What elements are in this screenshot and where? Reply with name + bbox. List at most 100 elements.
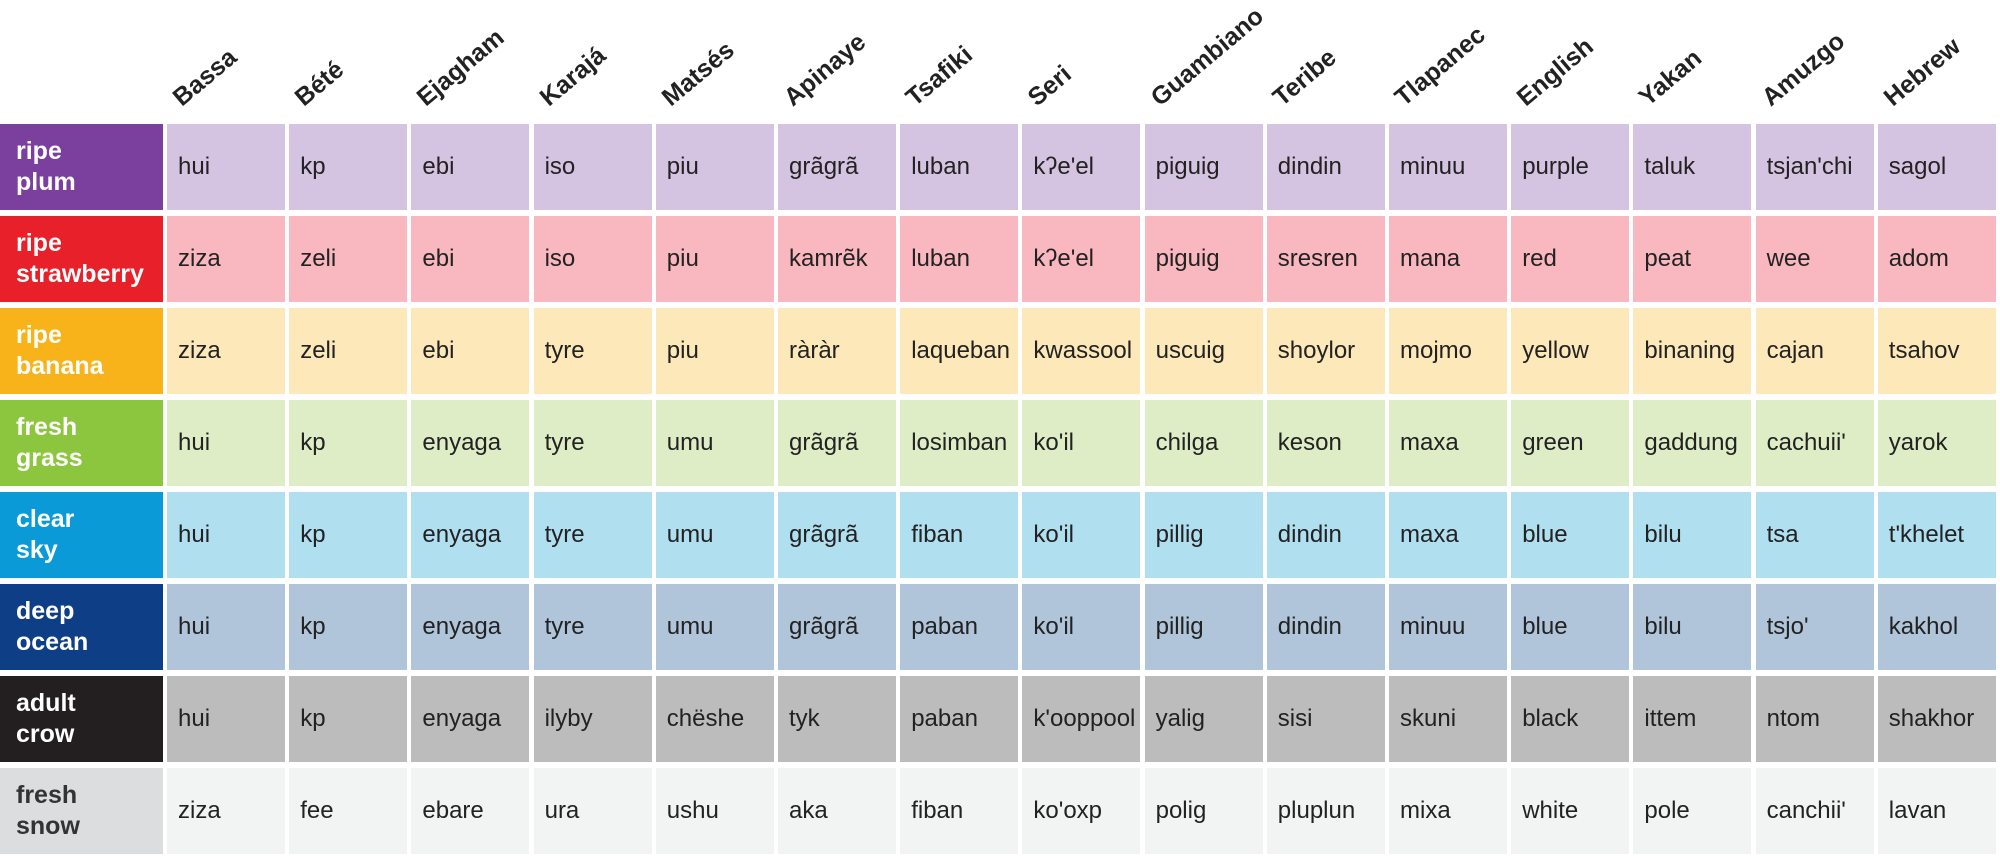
word-cell: chilga: [1144, 400, 1263, 486]
word-cell: minuu: [1389, 584, 1507, 670]
word-cell: laqueban: [900, 308, 1019, 394]
column-header: Matsés: [656, 35, 740, 112]
word-cell: hui: [167, 584, 285, 670]
word-cell: ko'il: [1022, 492, 1141, 578]
row-label: deep ocean: [0, 584, 163, 670]
word-cell: skuni: [1389, 676, 1507, 762]
word-cell: pluplun: [1266, 768, 1385, 854]
word-cell: umu: [655, 492, 774, 578]
word-cell: blue: [1511, 584, 1630, 670]
word-cell: luban: [900, 216, 1019, 302]
word-cell: taluk: [1633, 124, 1752, 210]
word-cell: fiban: [900, 492, 1019, 578]
word-cell: black: [1511, 676, 1630, 762]
word-cell: aka: [778, 768, 896, 854]
word-cell: ebare: [411, 768, 530, 854]
word-cell: lavan: [1877, 768, 1996, 854]
word-cell: adom: [1877, 216, 1996, 302]
row-label: clear sky: [0, 492, 163, 578]
word-cell: tyk: [778, 676, 896, 762]
word-cell: piu: [655, 308, 774, 394]
word-cell: shakhor: [1877, 676, 1996, 762]
word-cell: kakhol: [1877, 584, 1996, 670]
word-cell: zeli: [289, 216, 408, 302]
word-cell: piu: [655, 124, 774, 210]
word-cell: piguig: [1144, 124, 1263, 210]
word-cell: wee: [1755, 216, 1874, 302]
word-cell: iso: [533, 216, 652, 302]
word-cell: minuu: [1389, 124, 1507, 210]
word-cell: kp: [289, 492, 408, 578]
word-cell: bilu: [1633, 492, 1752, 578]
word-cell: hui: [167, 676, 285, 762]
word-cell: yarok: [1877, 400, 1996, 486]
word-cell: hui: [167, 492, 285, 578]
word-cell: enyaga: [411, 400, 530, 486]
word-cell: fiban: [900, 768, 1019, 854]
word-cell: grãgrã: [778, 584, 896, 670]
word-cell: ntom: [1755, 676, 1874, 762]
word-cell: ura: [533, 768, 652, 854]
column-header: Bassa: [167, 42, 243, 112]
row-label: fresh grass: [0, 400, 163, 486]
word-cell: shoylor: [1266, 308, 1385, 394]
column-header: Bété: [289, 55, 350, 112]
column-header: Karajá: [534, 41, 611, 112]
word-cell: dindin: [1266, 124, 1385, 210]
word-cell: tsa: [1755, 492, 1874, 578]
word-cell: canchii': [1755, 768, 1874, 854]
column-header: Ejagham: [412, 23, 510, 112]
word-cell: sresren: [1266, 216, 1385, 302]
word-cell: blue: [1511, 492, 1630, 578]
word-cell: ushu: [655, 768, 774, 854]
column-header: Guambiano: [1145, 1, 1269, 112]
word-cell: polig: [1144, 768, 1263, 854]
word-cell: maxa: [1389, 492, 1507, 578]
word-cell: kamrẽk: [778, 216, 896, 302]
word-cell: tsahov: [1877, 308, 1996, 394]
word-cell: enyaga: [411, 492, 530, 578]
row-label: ripe strawberry: [0, 216, 163, 302]
word-cell: mojmo: [1389, 308, 1507, 394]
word-cell: dindin: [1266, 492, 1385, 578]
word-cell: ziza: [167, 308, 285, 394]
word-cell: cachuii': [1755, 400, 1874, 486]
word-cell: grãgrã: [778, 400, 896, 486]
word-cell: white: [1511, 768, 1630, 854]
row-label: ripe banana: [0, 308, 163, 394]
word-cell: losimban: [900, 400, 1019, 486]
column-header: Amuzgo: [1756, 26, 1850, 112]
word-cell: paban: [900, 676, 1019, 762]
word-cell: kp: [289, 584, 408, 670]
word-cell: yalig: [1144, 676, 1263, 762]
word-cell: bilu: [1633, 584, 1752, 670]
column-header: Yakan: [1634, 43, 1708, 112]
row-label: ripe plum: [0, 124, 163, 210]
word-cell: chëshe: [655, 676, 774, 762]
word-cell: binaning: [1633, 308, 1752, 394]
word-cell: k'ooppool: [1022, 676, 1141, 762]
word-cell: kp: [289, 400, 408, 486]
word-cell: ziza: [167, 768, 285, 854]
column-header: Tlapanec: [1389, 20, 1491, 112]
word-cell: gaddung: [1633, 400, 1752, 486]
word-cell: keson: [1266, 400, 1385, 486]
word-cell: mixa: [1389, 768, 1507, 854]
word-cell: mana: [1389, 216, 1507, 302]
word-cell: kʔe'el: [1022, 124, 1141, 210]
row-label: adult crow: [0, 676, 163, 762]
word-cell: green: [1511, 400, 1630, 486]
word-cell: hui: [167, 124, 285, 210]
word-cell: pole: [1633, 768, 1752, 854]
word-cell: ko'il: [1022, 400, 1141, 486]
column-header: Hebrew: [1878, 32, 1966, 112]
word-cell: ziza: [167, 216, 285, 302]
word-cell: purple: [1511, 124, 1630, 210]
word-cell: piu: [655, 216, 774, 302]
word-cell: uscuig: [1144, 308, 1263, 394]
word-cell: tyre: [533, 308, 652, 394]
word-cell: enyaga: [411, 676, 530, 762]
word-cell: ebi: [411, 216, 530, 302]
row-label: fresh snow: [0, 768, 163, 854]
